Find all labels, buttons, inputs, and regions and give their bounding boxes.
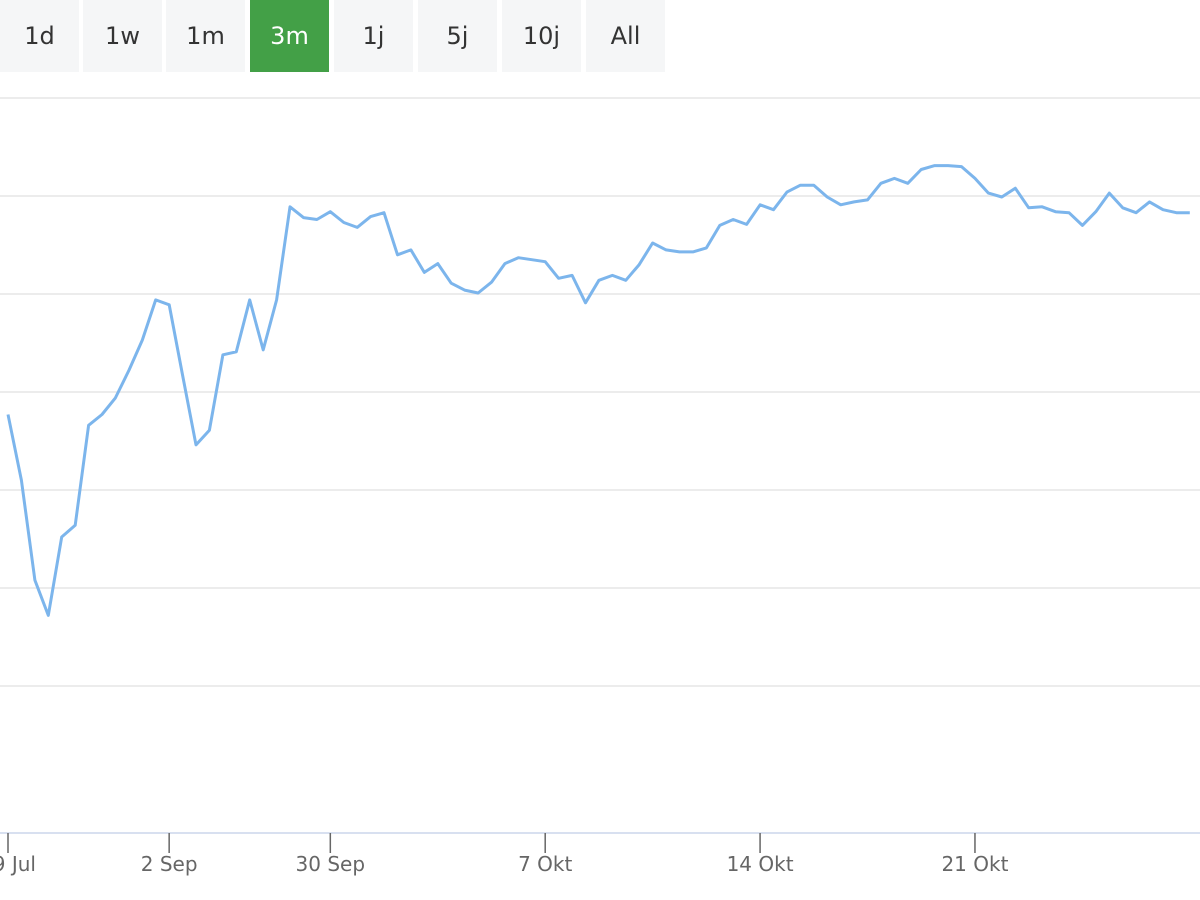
range-button[interactable]: 1w: [83, 0, 162, 72]
x-tick-label: 2 Sep: [141, 852, 198, 876]
range-button[interactable]: All: [586, 0, 665, 72]
range-button[interactable]: 5j: [418, 0, 497, 72]
x-tick-label: 14 Okt: [727, 852, 794, 876]
range-button[interactable]: 10j: [502, 0, 581, 72]
x-tick-label: 21 Okt: [941, 852, 1008, 876]
range-button[interactable]: 1d: [0, 0, 79, 72]
range-button[interactable]: 1j: [334, 0, 413, 72]
price-line: [6, 164, 1190, 617]
x-tick-label: 7 Okt: [518, 852, 572, 876]
x-tick-label: 29 Jul: [0, 852, 36, 876]
x-tick-label: 30 Sep: [296, 852, 366, 876]
range-button[interactable]: 3m: [250, 0, 329, 72]
range-button[interactable]: 1m: [166, 0, 245, 72]
